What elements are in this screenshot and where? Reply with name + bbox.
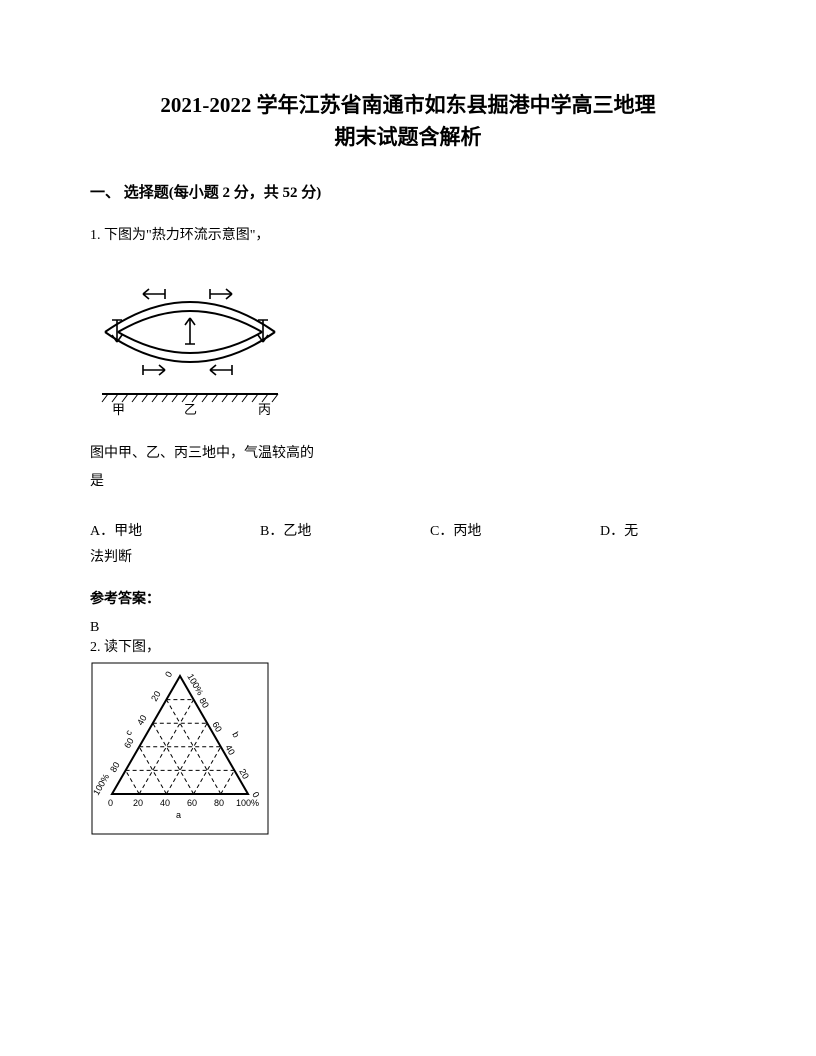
q2-stem: 2. 读下图， (90, 638, 726, 658)
q1-answer: B (90, 618, 726, 638)
q1-answer-label: 参考答案： (90, 588, 726, 608)
tick-b-100: 100% (236, 798, 259, 808)
q1-option-d-cont: 法判断 (90, 544, 726, 572)
tick-l-100: 100% (91, 772, 111, 797)
q1-option-b: B．乙地 (260, 520, 430, 540)
exam-title: 2021-2022 学年江苏省南通市如东县掘港中学高三地理 期末试题含解析 (90, 90, 726, 153)
tick-b-0: 0 (108, 798, 113, 808)
q1-prompt: 图中甲、乙、丙三地中，气温较高的 是 (90, 440, 726, 496)
q1-prompt-line2: 是 (90, 468, 726, 496)
q1-prompt-line1: 图中甲、乙、丙三地中，气温较高的 (90, 440, 726, 468)
tick-b-80: 80 (214, 798, 224, 808)
q1-diagram: 甲 乙 丙 (90, 262, 726, 422)
tick-l-20: 20 (149, 690, 163, 704)
tick-b-60: 60 (187, 798, 197, 808)
tick-r-100: 100% (185, 672, 205, 697)
tick-l-60: 60 (122, 737, 136, 751)
q1-options: A．甲地 B．乙地 C．丙地 D．无 (90, 520, 726, 540)
axis-c-label: c (123, 728, 134, 737)
tick-b-40: 40 (160, 798, 170, 808)
axis-a-label: a (176, 810, 181, 820)
q1-option-d: D．无 (600, 520, 700, 540)
q1-label-bing: 丙 (258, 402, 271, 417)
q1-option-c: C．丙地 (430, 520, 600, 540)
tick-l-80: 80 (108, 761, 122, 775)
q1-option-a: A．甲地 (90, 520, 260, 540)
section-header: 一、 选择题(每小题 2 分，共 52 分) (90, 181, 726, 202)
title-line-1: 2021-2022 学年江苏省南通市如东县掘港中学高三地理 (90, 90, 726, 122)
tick-b-20: 20 (133, 798, 143, 808)
q1-label-yi: 乙 (184, 402, 197, 417)
tick-l-0: 0 (163, 670, 174, 679)
q1-label-jia: 甲 (112, 402, 125, 417)
title-line-2: 期末试题含解析 (90, 122, 726, 154)
axis-b-label: b (230, 730, 241, 739)
q2-diagram: 0 20 40 60 80 100% a 100% 80 60 40 20 0 … (90, 661, 726, 841)
q1-stem: 1. 下图为"热力环流示意图"， (90, 222, 726, 250)
tick-l-40: 40 (135, 714, 149, 728)
